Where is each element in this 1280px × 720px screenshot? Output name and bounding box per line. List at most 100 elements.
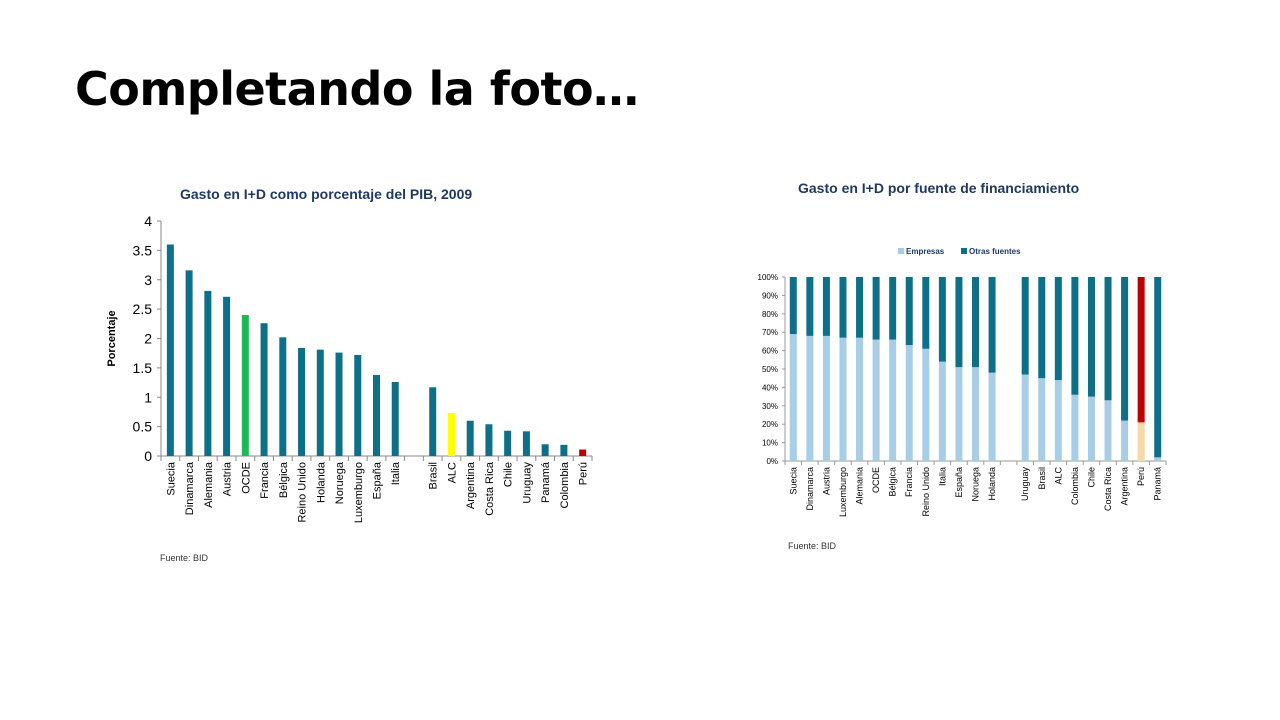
chart2-bar-otras-fuentes <box>972 277 979 368</box>
chart1-bar <box>298 347 306 456</box>
chart1-bar <box>466 420 474 456</box>
chart2-x-tick-label: Costa Rica <box>1103 467 1113 511</box>
chart1-bar <box>316 349 324 456</box>
chart2-bar-otras-fuentes <box>1137 277 1145 423</box>
chart1-x-tick-label: Suecia <box>165 461 177 496</box>
chart2-bar-otras-fuentes <box>1121 277 1129 421</box>
chart2-bar-empresas <box>1071 394 1079 461</box>
chart2-bar-otras-fuentes <box>839 277 847 338</box>
chart2-y-tick-label: 60% <box>762 347 778 356</box>
chart1-bar <box>373 374 380 456</box>
chart2-bar-otras-fuentes <box>789 277 797 335</box>
chart2-x-tick-label: Bélgica <box>888 467 898 497</box>
chart2-bar-otras-fuentes <box>1021 277 1029 375</box>
chart1-x-tick-label: OCDE <box>240 462 252 494</box>
chart1-x-tick-label: ALC <box>446 462 458 483</box>
chart2-bar-empresas <box>988 372 996 461</box>
chart2-y-tick-label: 80% <box>762 310 778 319</box>
chart1-bar <box>485 424 493 456</box>
chart2-legend-swatch <box>961 248 967 254</box>
chart2-x-tick-label: Reino Unido <box>921 467 931 517</box>
chart1-x-tick-label: Noruega <box>334 461 346 504</box>
chart2-y-tick-label: 10% <box>762 439 778 448</box>
chart2-bar-empresas <box>789 334 797 461</box>
chart1-bar <box>429 387 437 456</box>
chart1-x-tick-label: Panamá <box>540 461 552 503</box>
chart2-bar-empresas <box>1154 457 1162 461</box>
chart1-bar <box>560 444 568 456</box>
chart2-bar-otras-fuentes <box>1154 277 1162 458</box>
chart2-bar-empresas <box>905 345 913 461</box>
chart2-bar-empresas <box>1087 396 1095 461</box>
chart2-bar-otras-fuentes <box>1071 277 1079 395</box>
chart2-x-tick-label: Suecia <box>788 467 798 495</box>
chart2-legend-label: Empresas <box>906 247 945 256</box>
chart1-bar <box>391 381 399 456</box>
chart1-x-tick-label: Reino Unido <box>297 462 309 523</box>
chart2-x-tick-label: Holanda <box>987 467 997 501</box>
chart2-x-tick-label: Noruega <box>971 467 981 502</box>
chart1-bar <box>522 431 530 456</box>
chart1-x-tick-label: Argentina <box>465 461 477 509</box>
chart1-x-tick-label: Holanda <box>315 461 327 503</box>
chart2-x-tick-label: Francia <box>904 467 914 497</box>
chart2-bar-empresas <box>938 361 946 461</box>
chart1-x-tick-label: Brasil <box>428 462 440 490</box>
chart2-bar-empresas <box>1137 422 1145 461</box>
chart1-bar <box>166 244 174 456</box>
chart1-y-tick-label: 0.5 <box>133 419 153 435</box>
chart2-bar-otras-fuentes <box>922 277 930 349</box>
chart2-bar-empresas <box>1038 378 1046 461</box>
chart2-y-tick-label: 50% <box>762 365 778 374</box>
chart1-bar <box>354 354 362 456</box>
chart2-x-tick-label: OCDE <box>871 467 881 493</box>
chart2-x-tick-label: España <box>954 467 964 498</box>
chart1-y-tick-label: 1.5 <box>133 360 153 376</box>
chart2-bar-empresas <box>889 339 897 461</box>
chart2-y-tick-label: 30% <box>762 402 778 411</box>
chart1-x-tick-label: Italia <box>390 461 402 485</box>
chart1-bar <box>241 315 249 456</box>
chart1-x-tick-label: Perú <box>578 462 590 485</box>
chart1-x-tick-label: Luxemburgo <box>353 462 365 523</box>
chart2-bar-otras-fuentes <box>822 277 830 336</box>
chart2-bar-otras-fuentes <box>1038 277 1046 379</box>
chart2-x-tick-label: Austria <box>821 467 831 495</box>
chart1-bar <box>335 352 343 456</box>
chart2-y-tick-label: 70% <box>762 328 778 337</box>
chart2-bar-empresas <box>972 367 979 461</box>
chart2-x-tick-label: ALC <box>1053 467 1063 485</box>
chart2-y-tick-label: 0% <box>766 457 778 466</box>
chart1-bar <box>541 444 549 456</box>
chart2-bar-otras-fuentes <box>1054 277 1062 381</box>
chart1-y-axis-label: Porcentaje <box>106 310 118 366</box>
chart2-bar-empresas <box>1104 400 1112 461</box>
chart2-bar-empresas <box>822 335 830 461</box>
chart2-bar-otras-fuentes <box>856 277 864 338</box>
chart2-x-tick-label: Italia <box>937 467 947 486</box>
chart1-x-tick-label: España <box>372 461 384 499</box>
chart1-x-tick-label: Chile <box>503 462 515 487</box>
chart2-x-tick-label: Chile <box>1086 467 1096 488</box>
chart2-bar-empresas <box>922 348 930 461</box>
chart1-x-tick-label: Bélgica <box>278 461 290 498</box>
chart2-bar-empresas <box>872 339 880 461</box>
chart1-y-tick-label: 2.5 <box>133 301 153 317</box>
chart2-y-tick-label: 20% <box>762 420 778 429</box>
chart1-bar <box>579 449 587 456</box>
chart2-bar-empresas <box>806 335 814 461</box>
chart2-bar-otras-fuentes <box>806 277 814 336</box>
chart1-source: Fuente: BID <box>160 553 209 563</box>
chart2-y-tick-label: 100% <box>758 273 778 282</box>
chart2-x-tick-label: Perú <box>1136 467 1146 486</box>
chart2-y-tick-label: 90% <box>762 291 778 300</box>
chart1-x-tick-label: Austria <box>222 461 234 496</box>
chart2-x-tick-label: Brasil <box>1037 467 1047 490</box>
chart1-title: Gasto en I+D como porcentaje del PIB, 20… <box>180 186 473 202</box>
chart1-y-tick-label: 2 <box>144 331 152 347</box>
chart1-bar <box>223 296 231 456</box>
chart2-x-tick-label: Colombia <box>1070 467 1080 505</box>
slide-title: Completando la foto… <box>75 62 639 116</box>
chart2-y-tick-label: 40% <box>762 383 778 392</box>
